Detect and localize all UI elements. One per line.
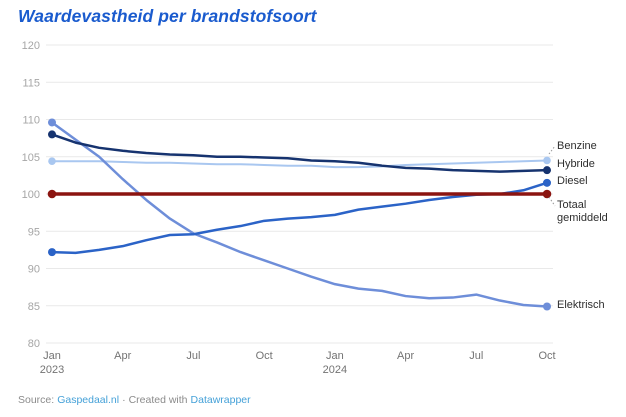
created-with-text: Created with — [128, 394, 188, 406]
series-label-diesel: Diesel — [557, 175, 588, 187]
series-start-dot-elektrisch — [48, 118, 56, 127]
series-end-dot-benzine — [543, 156, 551, 165]
y-tick-label: 80 — [28, 338, 40, 350]
y-tick-label: 120 — [22, 40, 40, 52]
x-tick-label: Jul — [186, 350, 200, 362]
footer-separator: · — [122, 394, 126, 406]
series-line-hybride — [50, 133, 549, 173]
series-label-totaal-gemiddeld: Totaal gemiddeld — [557, 199, 608, 224]
y-tick-label: 95 — [28, 226, 40, 238]
page-title: Waardevastheid per brandstofsoort — [18, 6, 317, 26]
y-tick-label: 115 — [22, 77, 40, 89]
y-tick-label: 105 — [22, 152, 40, 164]
x-tick-label: Jan — [43, 350, 61, 362]
x-tick-label: Oct — [538, 350, 555, 362]
label-connector-benzine — [548, 145, 556, 155]
series-end-dot-elektrisch — [543, 302, 551, 311]
series-end-dot-totaal-gemiddeld — [542, 189, 552, 199]
y-tick-label: 100 — [22, 189, 40, 201]
x-tick-label: Apr — [114, 350, 131, 362]
y-tick-label: 85 — [28, 301, 40, 313]
x-tick-label: Jul — [469, 350, 483, 362]
series-end-dot-diesel — [543, 178, 551, 187]
series-line-elektrisch — [50, 121, 549, 308]
y-tick-label: 110 — [22, 115, 40, 127]
series-end-dot-hybride — [543, 166, 551, 175]
source-line: Source: Gaspedaal.nl · Created with Datawrap… — [18, 394, 254, 406]
series-line-benzine — [51, 159, 548, 169]
series-label-elektrisch: Elektrisch — [557, 299, 605, 311]
source-prefix: Source: — [18, 394, 55, 406]
x-tick-sublabel: 2024 — [323, 364, 347, 376]
x-tick-label: Jan — [326, 350, 344, 362]
series-label-benzine: Benzine — [557, 140, 597, 152]
series-label-hybride: Hybride — [557, 158, 595, 170]
label-connector-totaal-gemiddeld — [548, 196, 556, 207]
datawrapper-link[interactable]: Datawrapper — [190, 394, 251, 406]
series-line-diesel — [50, 181, 549, 255]
series-start-dot-totaal-gemiddeld — [47, 189, 57, 199]
series-start-dot-diesel — [48, 248, 56, 257]
x-tick-label: Oct — [256, 350, 273, 362]
source-link[interactable]: Gaspedaal.nl — [57, 394, 120, 406]
x-tick-sublabel: 2023 — [40, 364, 64, 376]
x-tick-label: Apr — [397, 350, 414, 362]
y-tick-label: 90 — [28, 264, 40, 276]
series-start-dot-hybride — [48, 130, 56, 139]
series-start-dot-benzine — [48, 157, 56, 166]
